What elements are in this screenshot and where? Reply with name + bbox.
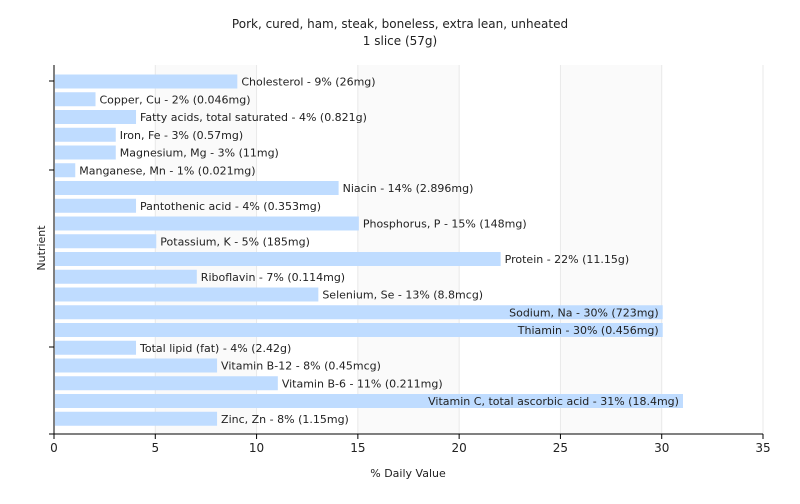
data-label: Vitamin B-12 - 8% (0.45mcg) xyxy=(221,360,381,373)
plot-band xyxy=(357,65,460,434)
data-label: Thiamin - 30% (0.456mg) xyxy=(517,324,659,337)
bar xyxy=(55,127,116,142)
data-label: Pantothenic acid - 4% (0.353mg) xyxy=(140,200,321,213)
chart-title: Pork, cured, ham, steak, boneless, extra… xyxy=(232,17,568,31)
data-label: Selenium, Se - 13% (8.8mcg) xyxy=(322,289,483,302)
bar xyxy=(55,198,137,213)
x-tick-label: 0 xyxy=(50,441,58,455)
bar xyxy=(55,323,663,337)
bar xyxy=(55,92,96,107)
data-label: Iron, Fe - 3% (0.57mg) xyxy=(120,129,243,142)
x-tick-label: 35 xyxy=(755,441,770,455)
x-tick-label: 20 xyxy=(452,441,467,455)
bar xyxy=(55,234,157,249)
x-tick-label: 25 xyxy=(553,441,568,455)
bar xyxy=(55,252,501,266)
plot-band xyxy=(256,65,358,434)
y-axis-label: Nutrient xyxy=(35,225,48,271)
plot-band xyxy=(560,65,662,434)
data-label: Zinc, Zn - 8% (1.15mg) xyxy=(221,413,349,426)
data-label: Vitamin B-6 - 11% (0.211mg) xyxy=(282,377,443,390)
x-tick-label: 15 xyxy=(350,441,365,455)
data-label: Protein - 22% (11.15g) xyxy=(505,253,630,266)
data-label: Vitamin C, total ascorbic acid - 31% (18… xyxy=(428,395,679,408)
axes: 0 5 10 15 20 25 30 35 xyxy=(49,65,771,455)
bar xyxy=(55,181,339,195)
x-tick-label: 10 xyxy=(249,441,264,455)
data-label: Riboflavin - 7% (0.114mg) xyxy=(201,271,345,284)
bar xyxy=(55,74,238,89)
bar xyxy=(55,376,278,391)
bar xyxy=(55,394,683,408)
bar xyxy=(55,358,218,373)
plot-band xyxy=(661,65,763,434)
data-label: Copper, Cu - 2% (0.046mg) xyxy=(100,93,251,106)
bar xyxy=(55,305,663,320)
data-label: Total lipid (fat) - 4% (2.42g) xyxy=(139,342,291,355)
bar xyxy=(55,340,137,355)
bar xyxy=(55,110,137,124)
data-label: Magnesium, Mg - 3% (11mg) xyxy=(120,147,279,160)
bar xyxy=(55,216,359,231)
data-label: Sodium, Na - 30% (723mg) xyxy=(509,306,659,319)
x-tick-label: 5 xyxy=(151,441,159,455)
chart-subtitle: 1 slice (57g) xyxy=(363,34,437,48)
data-labels: Cholesterol - 9% (26mg) Copper, Cu - 2% (… xyxy=(79,76,679,426)
data-label: Fatty acids, total saturated - 4% (0.821… xyxy=(140,111,367,124)
x-tick-label: 30 xyxy=(654,441,669,455)
bar xyxy=(55,287,319,302)
plot-band xyxy=(459,65,561,434)
data-label: Cholesterol - 9% (26mg) xyxy=(241,76,375,89)
bar xyxy=(55,269,197,284)
data-label: Potassium, K - 5% (185mg) xyxy=(160,235,310,248)
bar xyxy=(55,411,218,426)
x-axis-label: % Daily Value xyxy=(370,467,446,480)
bar xyxy=(55,145,116,160)
data-label: Niacin - 14% (2.896mg) xyxy=(343,182,474,195)
data-label: Manganese, Mn - 1% (0.021mg) xyxy=(79,164,255,177)
data-label: Phosphorus, P - 15% (148mg) xyxy=(363,218,527,231)
plot-background xyxy=(54,65,763,434)
bar xyxy=(55,163,76,178)
bars xyxy=(55,74,683,426)
